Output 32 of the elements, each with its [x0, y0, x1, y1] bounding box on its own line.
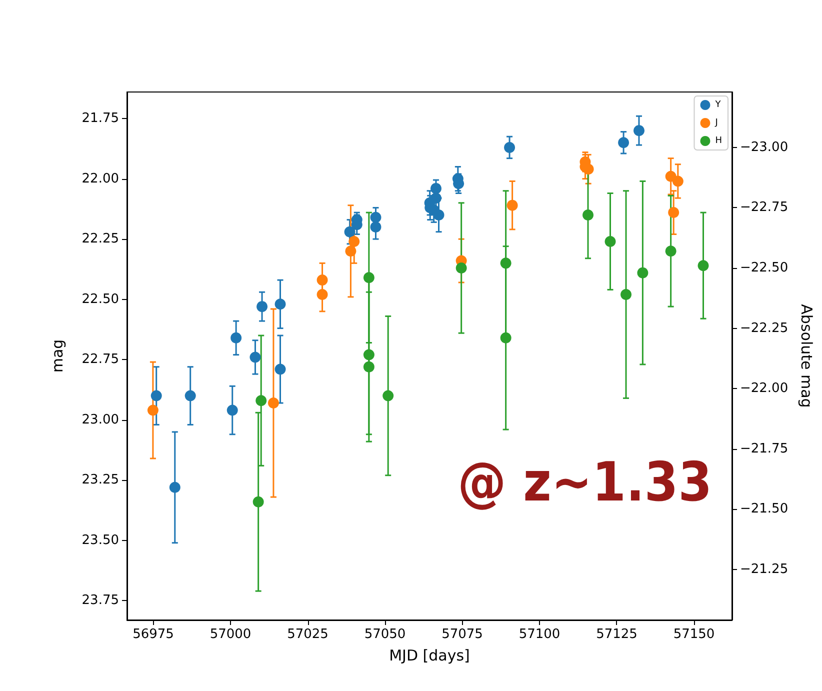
y-tick-label: 23.50 [82, 532, 119, 548]
y-tick-label: 21.75 [82, 111, 119, 126]
y2-tick-label: −22.50 [740, 260, 788, 276]
y-axis-title: mag [48, 339, 66, 373]
annotation: @ z~1.33 [458, 450, 712, 514]
x-tick-label: 57000 [210, 627, 252, 642]
y2-tick-label: −22.00 [740, 381, 788, 396]
y-tick-label: 22.75 [82, 352, 119, 368]
legend-label: H [715, 136, 722, 146]
y-tick-label: 23.75 [82, 593, 119, 608]
x-tick-label: 57150 [673, 627, 715, 642]
y2-tick-label: −22.75 [740, 200, 788, 216]
legend-label: Y [714, 100, 722, 110]
y-tick-label: 22.50 [82, 292, 119, 307]
y-tick-label: 22.25 [82, 232, 119, 247]
y2-tick-label: −22.25 [740, 320, 788, 336]
x-axis-title: MJD [days] [389, 646, 470, 664]
y2-tick-label: −21.50 [740, 502, 788, 517]
y2-axis-title: Absolute mag [798, 304, 816, 408]
x-tick-label: 57125 [596, 627, 638, 642]
legend-label: J [714, 118, 718, 128]
y-tick-label: 23.25 [82, 472, 119, 488]
y2-tick-label: −21.25 [740, 562, 788, 577]
y-tick-label: 22.00 [82, 171, 119, 186]
y2-tick-label: −23.00 [740, 140, 788, 155]
x-tick-label: 57050 [364, 627, 406, 642]
x-tick-label: 57100 [518, 627, 560, 642]
x-tick-label: 56975 [132, 627, 174, 642]
y2-tick-label: −21.75 [740, 441, 788, 456]
x-tick-label: 57075 [442, 627, 483, 642]
x-tick-label: 57025 [287, 627, 328, 642]
y-tick-label: 23.00 [82, 412, 119, 428]
